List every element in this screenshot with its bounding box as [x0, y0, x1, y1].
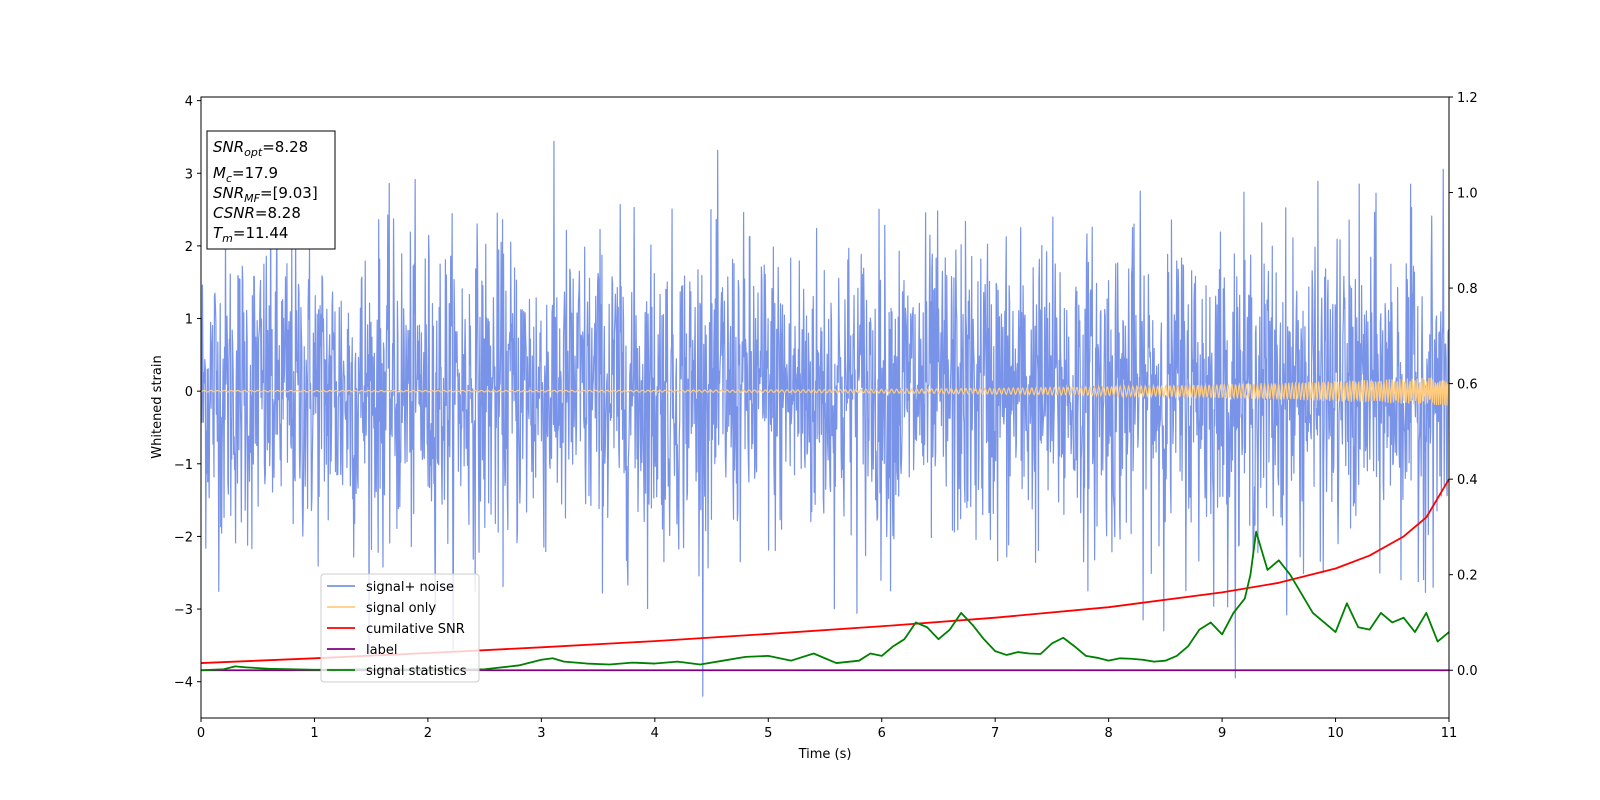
y-right-tick-label: 0.8	[1457, 282, 1478, 297]
y-right-tick-label: 0.2	[1457, 569, 1478, 584]
legend-signal-only-text: signal only	[366, 601, 436, 616]
y-axis-label: Whitened strain	[150, 355, 165, 458]
legend-signal-statistics-text: signal statistics	[366, 664, 467, 679]
series-line-signal-noise	[201, 140, 1449, 697]
y-left-tick-label: 1	[185, 313, 193, 328]
info-snr-opt: SNRopt=8.28	[213, 138, 308, 159]
info-mc-subscript: c	[226, 172, 232, 185]
info-mc-symbol: M	[213, 164, 226, 182]
info-box-frame	[206, 130, 336, 250]
y-left-tick-label: 2	[185, 240, 193, 255]
info-tm-subscript: m	[222, 232, 233, 245]
x-tick-label: 2	[424, 726, 432, 741]
x-tick-label: 6	[878, 726, 886, 741]
info-tm-symbol: T	[213, 224, 224, 242]
info-snr-mf-value: =[9.03]	[260, 184, 318, 202]
x-tick-label: 5	[764, 726, 772, 741]
info-csnr: CSNR=8.28	[213, 204, 301, 222]
legend: signal+ noise signal only cumilative SNR la…	[320, 573, 480, 683]
info-tm-value: =11.44	[233, 224, 289, 242]
y-right-tick-label: 0.4	[1457, 473, 1478, 488]
x-tick-label: 1	[310, 726, 318, 741]
info-snr-mf-subscript: MF	[244, 192, 260, 205]
legend-label-text: label	[366, 643, 397, 658]
x-tick-label: 10	[1327, 726, 1344, 741]
legend-frame	[320, 573, 480, 683]
x-tick-label: 4	[651, 726, 659, 741]
legend-cumulative-snr-text: cumilative SNR	[366, 622, 465, 637]
y-right-tick-label: 1.2	[1457, 91, 1478, 106]
info-snr-mf: SNRMF=[9.03]	[213, 184, 318, 205]
y-right-tick-label: 0.0	[1457, 664, 1478, 679]
x-tick-label: 0	[197, 726, 205, 741]
x-axis-label: Time (s)	[798, 747, 852, 762]
x-tick-label: 7	[991, 726, 999, 741]
info-snr-mf-symbol: SNR	[213, 184, 244, 202]
info-csnr-symbol: CSNR	[213, 204, 255, 222]
y-left-tick-label: 3	[185, 167, 193, 182]
legend-signal-noise-text: signal+ noise	[366, 580, 454, 595]
y-left-tick-label: −2	[174, 530, 193, 545]
x-tick-label: 11	[1441, 726, 1458, 741]
y-left-tick-label: 0	[185, 385, 193, 400]
series-line-signal-statistics	[201, 530, 1449, 672]
axes-frame	[200, 96, 1450, 719]
info-box: SNRopt=8.28 Mc=17.9 SNRMF=[9.03] CSNR=8.…	[206, 130, 336, 250]
info-snr-opt-symbol: SNR	[213, 138, 244, 156]
y-left-tick-label: −3	[174, 603, 193, 618]
x-tick-label: 8	[1104, 726, 1112, 741]
y-left-tick-label: −1	[174, 458, 193, 473]
x-axis: 0 1 2 3 4 5 6 7 8 9 10 11	[197, 718, 1457, 741]
info-mc-value: =17.9	[232, 164, 278, 182]
series-line-signal-only	[201, 377, 1449, 406]
y-right-tick-label: 0.6	[1457, 378, 1478, 393]
info-snr-opt-value: =8.28	[262, 138, 308, 156]
y-right-tick-label: 1.0	[1457, 187, 1478, 202]
y-axis-right: 0.0 0.2 0.4 0.6 0.8 1.0 1.2	[1449, 91, 1478, 679]
info-tm: Tm=11.44	[213, 224, 288, 245]
x-tick-label: 3	[537, 726, 545, 741]
series-line-cumulative-snr	[201, 478, 1449, 664]
y-left-tick-label: −4	[174, 676, 193, 691]
y-axis-left: −4 −3 −2 −1 0 1 2 3 4	[174, 95, 201, 691]
info-snr-opt-subscript: opt	[244, 146, 263, 159]
x-tick-label: 9	[1218, 726, 1226, 741]
y-left-tick-label: 4	[185, 95, 193, 110]
info-mc: Mc=17.9	[213, 164, 278, 185]
info-csnr-value: =8.28	[255, 204, 301, 222]
